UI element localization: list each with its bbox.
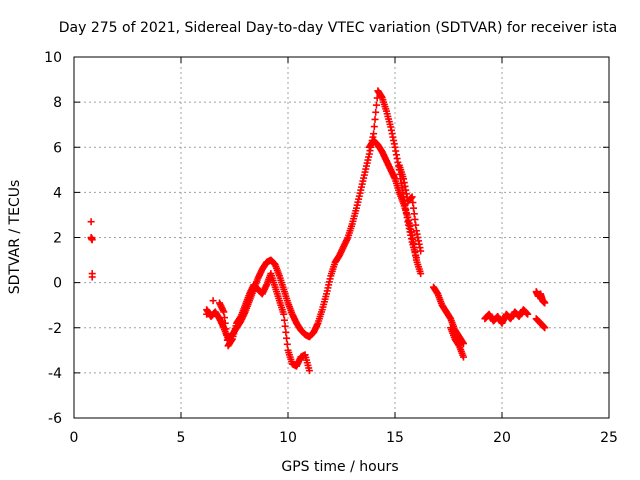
data-point — [283, 340, 291, 348]
y-axis-label: SDTVAR / TECUs — [7, 180, 23, 295]
grid-lines — [74, 57, 609, 418]
x-tick-label: 25 — [600, 430, 618, 446]
x-tick-label: 10 — [279, 430, 297, 446]
data-point — [459, 353, 467, 361]
data-point — [88, 236, 96, 244]
data-point — [209, 297, 217, 305]
y-tick-label: 4 — [53, 185, 62, 201]
data-point — [372, 101, 380, 109]
data-point — [417, 270, 425, 278]
y-tick-label: 0 — [53, 276, 62, 292]
data-point — [541, 299, 549, 307]
chart-title: Day 275 of 2021, Sidereal Day-to-day VTE… — [59, 20, 617, 36]
x-axis-label: GPS time / hours — [281, 459, 398, 475]
data-point — [283, 334, 291, 342]
data-point — [280, 310, 288, 318]
y-tick-label: 2 — [53, 231, 62, 247]
y-tick-label: 10 — [44, 50, 62, 66]
y-tick-label: -2 — [48, 321, 62, 337]
x-tick-label: 5 — [177, 430, 186, 446]
y-tick-label: -4 — [48, 366, 62, 382]
y-tick-label: -6 — [48, 411, 62, 427]
data-point — [417, 247, 425, 255]
y-tick-label: 6 — [53, 140, 62, 156]
data-point — [305, 367, 313, 375]
data-point — [524, 310, 532, 318]
data-point — [541, 324, 549, 332]
data-point — [282, 328, 290, 336]
data-point — [371, 115, 379, 123]
x-tick-label: 0 — [70, 430, 79, 446]
data-point — [88, 273, 96, 281]
data-point — [370, 123, 378, 131]
data-points — [87, 87, 549, 375]
data-point — [281, 322, 289, 330]
data-point — [372, 108, 380, 116]
axis-ticks: 0 5 10 15 20 25 -6 -4 -2 0 2 4 6 8 10 — [44, 50, 618, 446]
y-tick-label: 8 — [53, 95, 62, 111]
data-point — [280, 316, 288, 324]
data-point — [87, 218, 95, 226]
x-tick-label: 15 — [386, 430, 404, 446]
x-tick-label: 20 — [493, 430, 511, 446]
data-point — [203, 310, 211, 318]
data-point — [370, 130, 378, 138]
